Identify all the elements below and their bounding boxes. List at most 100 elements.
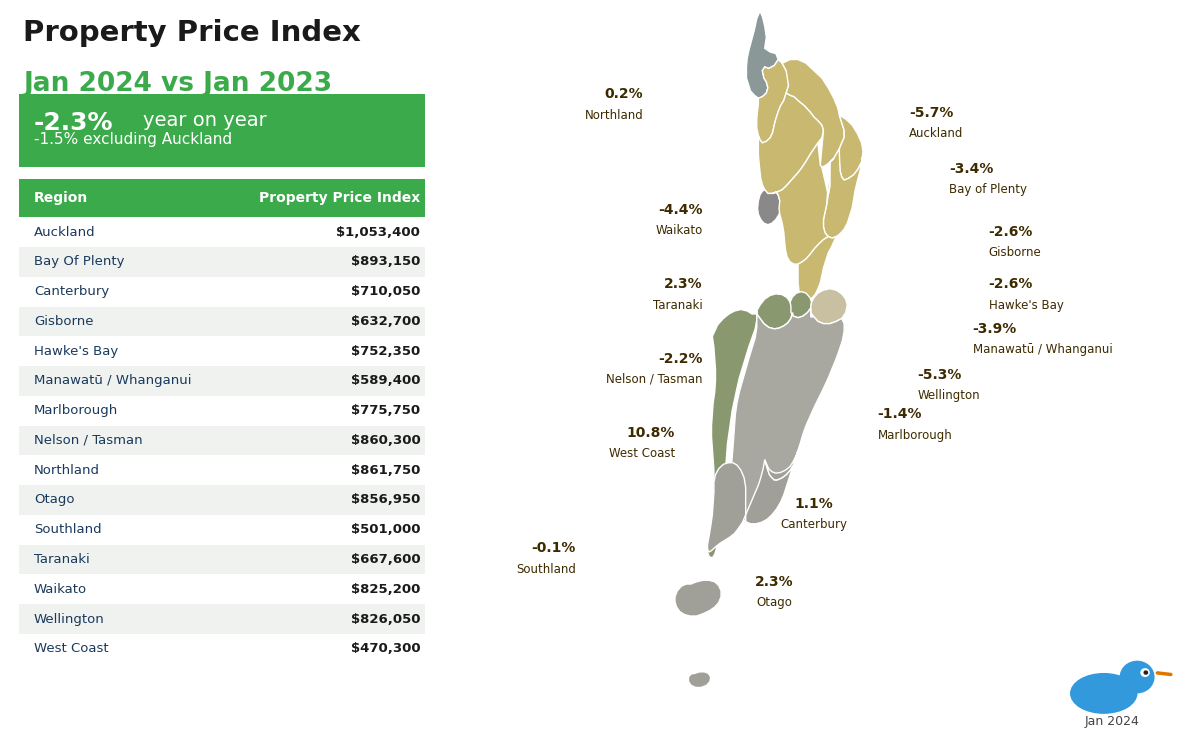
Text: $856,950: $856,950 [351,493,420,507]
Text: $589,400: $589,400 [351,374,420,388]
FancyBboxPatch shape [19,247,425,277]
Text: -2.2%: -2.2% [658,352,703,365]
Text: $1,053,400: $1,053,400 [337,225,420,239]
FancyBboxPatch shape [19,604,425,634]
Text: Property Price Index: Property Price Index [23,19,361,47]
Text: -1.5% excluding Auckland: -1.5% excluding Auckland [34,132,232,147]
Text: -3.9%: -3.9% [973,322,1017,336]
Polygon shape [782,60,845,167]
Text: 2.3%: 2.3% [755,575,794,589]
Polygon shape [746,11,778,98]
Text: $752,350: $752,350 [351,344,420,358]
Text: $710,050: $710,050 [351,285,420,298]
Polygon shape [758,190,781,225]
Text: Bay Of Plenty: Bay Of Plenty [34,255,124,269]
Text: Auckland: Auckland [909,127,964,141]
Text: 2.3%: 2.3% [664,278,703,291]
Polygon shape [824,149,864,238]
Text: $861,750: $861,750 [351,464,420,477]
Polygon shape [840,115,864,180]
Text: -2.6%: -2.6% [989,278,1033,291]
Text: Waikato: Waikato [34,583,87,596]
Text: -2.3%: -2.3% [34,111,113,135]
Text: Wellington: Wellington [34,612,105,626]
Text: Marlborough: Marlborough [877,429,953,442]
Ellipse shape [1069,673,1138,714]
Text: Region: Region [34,191,88,205]
Text: Waikato: Waikato [656,224,703,237]
Polygon shape [707,463,746,552]
Text: West Coast: West Coast [34,642,108,655]
Text: -0.1%: -0.1% [532,542,576,555]
Text: 1.1%: 1.1% [794,497,834,510]
Text: Canterbury: Canterbury [34,285,109,298]
Text: -3.4%: -3.4% [949,162,994,176]
Text: Gisborne: Gisborne [34,315,94,328]
Text: Southland: Southland [516,562,576,576]
Text: $775,750: $775,750 [351,404,420,417]
FancyBboxPatch shape [19,485,425,515]
Text: Jan 2024: Jan 2024 [1084,715,1139,728]
Text: Marlborough: Marlborough [34,404,118,417]
Polygon shape [731,308,845,524]
Text: 10.8%: 10.8% [627,426,675,440]
Text: 0.2%: 0.2% [605,88,644,101]
Text: $860,300: $860,300 [350,434,420,447]
Polygon shape [811,289,847,324]
Polygon shape [790,292,812,318]
Text: Hawke's Bay: Hawke's Bay [989,298,1063,312]
Text: Gisborne: Gisborne [989,246,1042,260]
Polygon shape [772,143,834,264]
Text: -1.4%: -1.4% [877,408,921,421]
Text: Manawatū / Whanganui: Manawatū / Whanganui [34,374,191,388]
Polygon shape [757,294,793,329]
Circle shape [1144,670,1148,675]
Polygon shape [675,580,721,616]
FancyBboxPatch shape [19,179,425,217]
Polygon shape [758,93,824,193]
Text: Nelson / Tasman: Nelson / Tasman [606,373,703,386]
Text: $470,300: $470,300 [350,642,420,655]
Text: $893,150: $893,150 [351,255,420,269]
Text: Southland: Southland [34,523,101,536]
Text: Northland: Northland [34,464,100,477]
Text: Northland: Northland [585,109,644,122]
Text: Otago: Otago [34,493,75,507]
FancyBboxPatch shape [19,307,425,336]
Text: -5.3%: -5.3% [917,368,961,382]
Text: -5.7%: -5.7% [909,106,954,120]
Polygon shape [707,310,757,558]
Text: Nelson / Tasman: Nelson / Tasman [34,434,142,447]
Text: Taranaki: Taranaki [653,298,703,312]
Text: Auckland: Auckland [34,225,95,239]
Text: Hawke's Bay: Hawke's Bay [34,344,118,358]
Circle shape [1140,668,1150,677]
Text: -4.4%: -4.4% [658,203,703,217]
Text: Canterbury: Canterbury [781,518,847,531]
Text: Property Price Index: Property Price Index [259,191,420,205]
Text: $667,600: $667,600 [350,553,420,566]
Polygon shape [746,460,793,524]
Polygon shape [757,60,788,143]
Text: Jan 2024 vs Jan 2023: Jan 2024 vs Jan 2023 [23,71,332,97]
Polygon shape [688,672,711,687]
Text: $825,200: $825,200 [351,583,420,596]
Text: year on year: year on year [143,111,266,129]
Text: $826,050: $826,050 [351,612,420,626]
Polygon shape [765,450,798,480]
Text: Otago: Otago [757,596,793,609]
Polygon shape [798,237,836,301]
Text: Taranaki: Taranaki [34,553,89,566]
Text: $501,000: $501,000 [351,523,420,536]
Text: Wellington: Wellington [917,389,979,403]
FancyBboxPatch shape [19,426,425,455]
Text: -2.6%: -2.6% [989,225,1033,239]
Circle shape [1120,661,1155,693]
Text: West Coast: West Coast [609,447,675,461]
FancyBboxPatch shape [19,94,425,167]
FancyBboxPatch shape [19,366,425,396]
FancyBboxPatch shape [19,545,425,574]
Text: Bay of Plenty: Bay of Plenty [949,183,1027,196]
Text: $632,700: $632,700 [351,315,420,328]
Text: Manawatū / Whanganui: Manawatū / Whanganui [973,343,1113,356]
